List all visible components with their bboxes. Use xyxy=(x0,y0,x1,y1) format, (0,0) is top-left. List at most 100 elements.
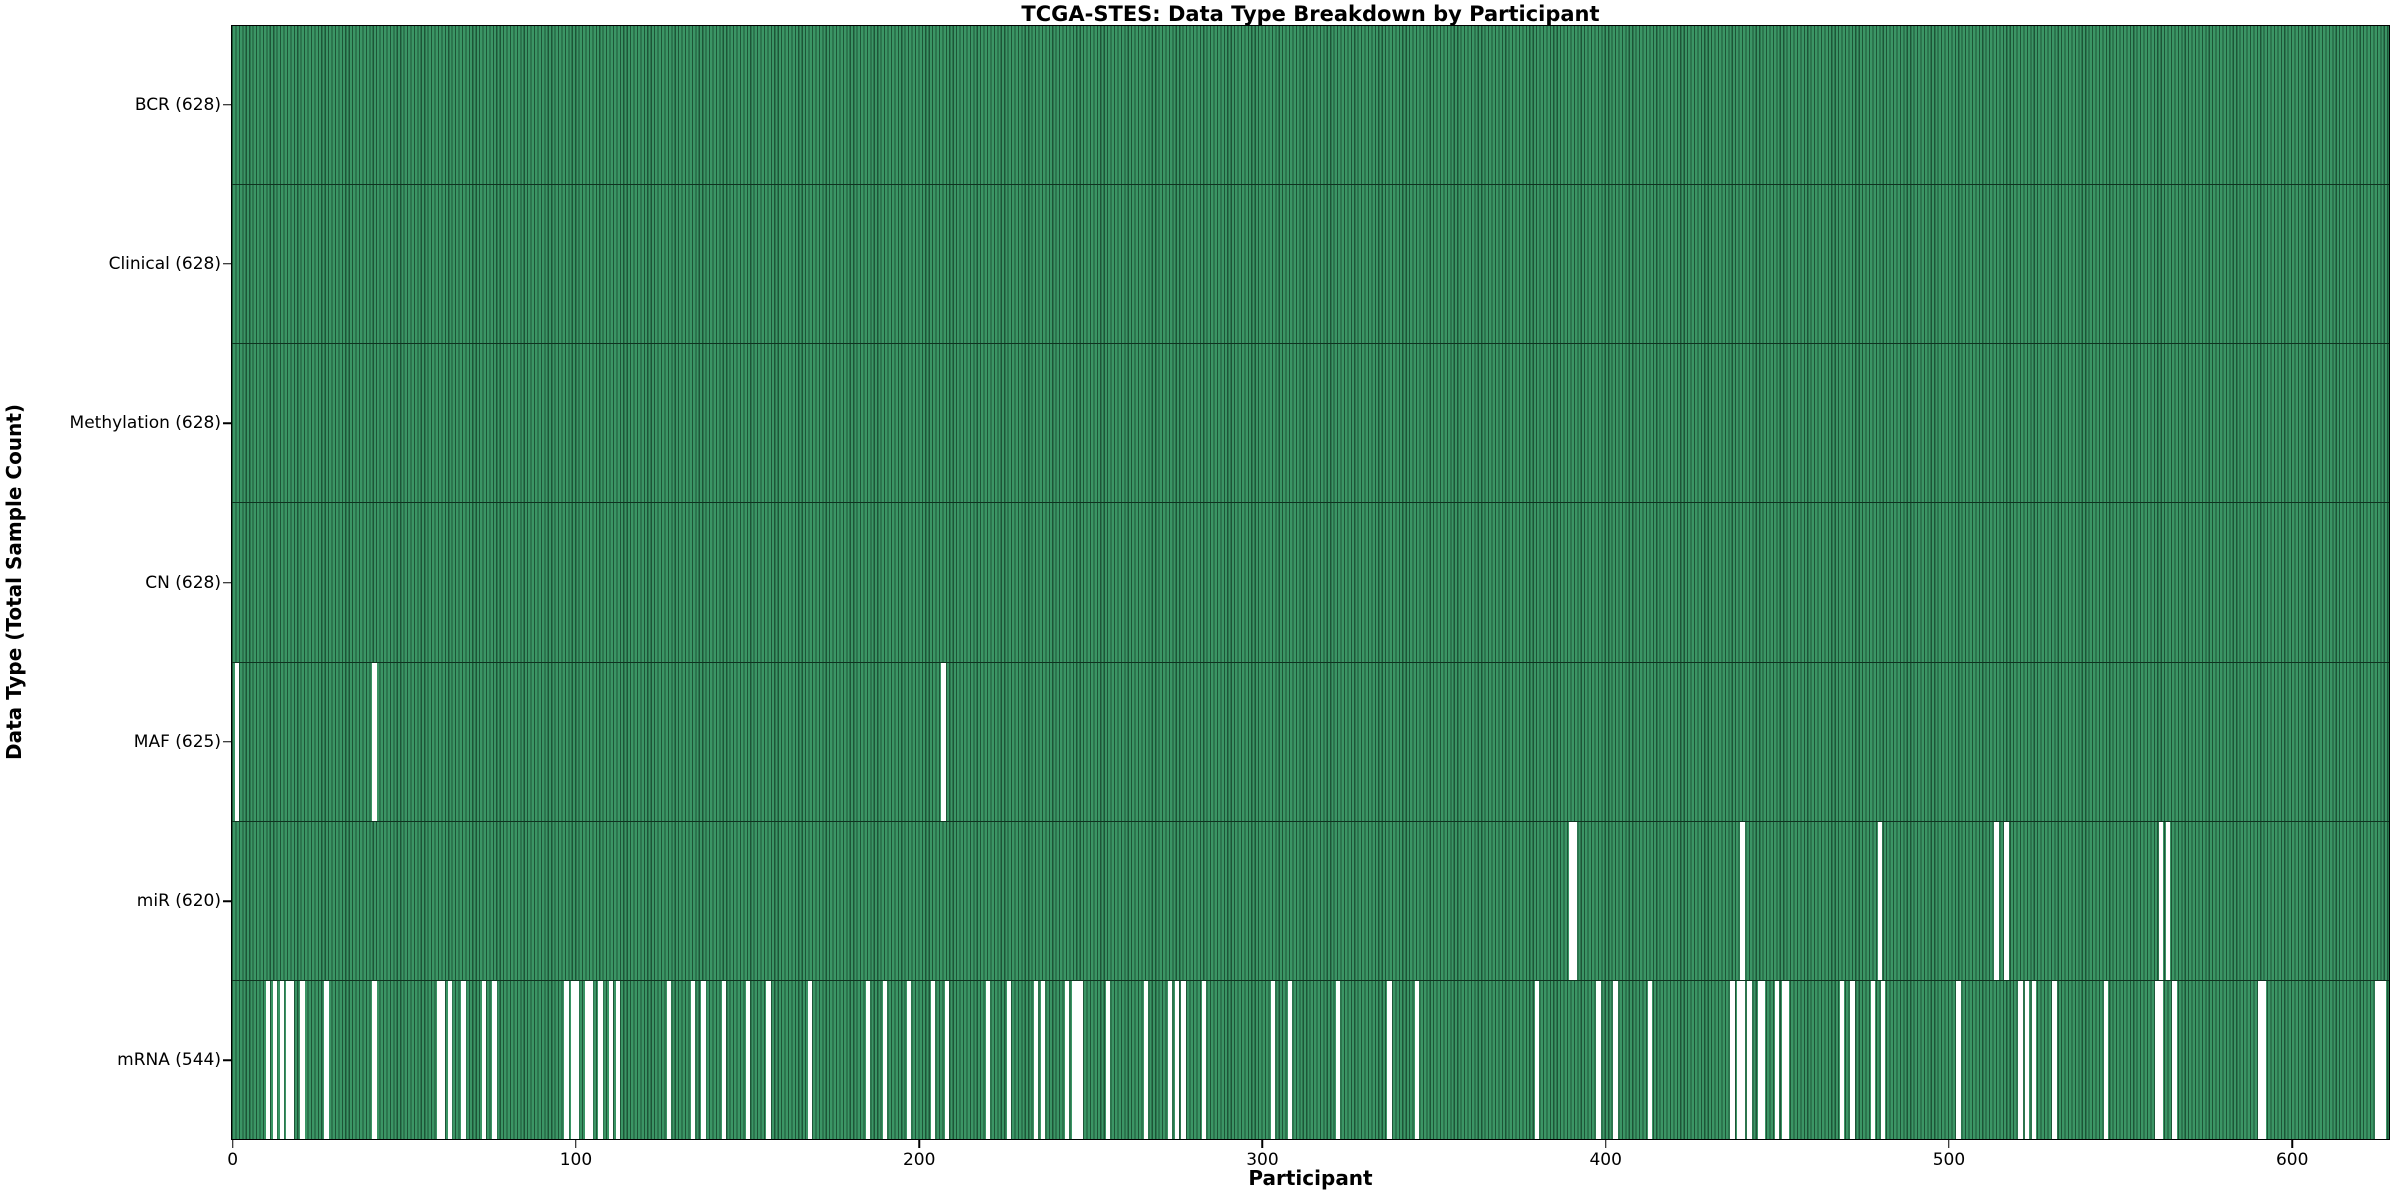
absent-gap xyxy=(907,980,912,1139)
absent-gap xyxy=(1956,980,1961,1139)
absent-gap xyxy=(300,980,305,1139)
absent-gap xyxy=(1078,980,1083,1139)
absent-gap xyxy=(2381,980,2387,1139)
absent-gap xyxy=(2165,821,2171,980)
absent-gap xyxy=(1781,980,1786,1139)
y-tick-label: BCR (628) xyxy=(134,94,221,115)
absent-gap xyxy=(745,980,751,1139)
absent-gap xyxy=(944,980,950,1139)
y-axis-label: Data Type (Total Sample Count) xyxy=(2,403,26,761)
absent-gap xyxy=(1167,980,1173,1139)
absent-gap xyxy=(564,980,569,1139)
absent-gap xyxy=(2158,821,2164,980)
absent-gap xyxy=(1075,980,1080,1139)
absent-gap xyxy=(440,980,446,1139)
absent-gap xyxy=(2374,980,2380,1139)
absent-gap xyxy=(1270,980,1275,1139)
absent-gap xyxy=(2018,980,2023,1139)
absent-gap xyxy=(1994,821,1999,980)
absent-gap xyxy=(2172,980,2177,1139)
absent-gap xyxy=(615,980,620,1139)
absent-gap xyxy=(691,980,696,1139)
absent-gap xyxy=(1287,980,1293,1139)
absent-gap xyxy=(1105,980,1111,1139)
absent-gap xyxy=(1774,980,1780,1139)
absent-gap xyxy=(574,980,579,1139)
absent-gap xyxy=(1760,980,1766,1139)
absent-gap xyxy=(372,662,377,821)
y-tick-label: mRNA (544) xyxy=(117,1050,221,1071)
absent-gap xyxy=(1870,980,1876,1139)
absent-gap xyxy=(289,980,295,1139)
x-axis-label: Participant xyxy=(1248,1166,1373,1190)
y-tick-mark xyxy=(223,741,231,743)
absent-gap xyxy=(1784,980,1790,1139)
heatmap-row-Methylation xyxy=(232,343,2389,503)
absent-gap xyxy=(286,980,291,1139)
absent-gap xyxy=(2052,980,2057,1139)
absent-gap xyxy=(1736,980,1742,1139)
absent-gap xyxy=(1143,980,1149,1139)
x-tick-mark xyxy=(918,1140,920,1148)
absent-gap xyxy=(1740,821,1745,980)
y-tick-label: Clinical (628) xyxy=(108,253,221,274)
heatmap-row-MAF xyxy=(232,661,2389,821)
absent-gap xyxy=(721,980,727,1139)
absent-gap xyxy=(570,980,576,1139)
y-tick-label: MAF (625) xyxy=(133,731,221,752)
absent-gap xyxy=(1596,980,1601,1139)
absent-gap xyxy=(608,980,614,1139)
x-tick-mark xyxy=(1261,1140,1264,1148)
absent-gap xyxy=(1877,821,1882,980)
absent-gap xyxy=(588,980,593,1139)
x-tick-mark xyxy=(1604,1140,1607,1148)
absent-gap xyxy=(1414,980,1419,1139)
absent-gap xyxy=(1033,980,1039,1139)
heatmap-rows xyxy=(232,26,2389,1139)
absent-gap xyxy=(1747,980,1752,1139)
absent-gap xyxy=(598,980,603,1139)
absent-gap xyxy=(1335,980,1341,1139)
y-tick-label: CN (628) xyxy=(145,572,221,593)
absent-gap xyxy=(324,980,329,1139)
absent-gap xyxy=(1201,980,1207,1139)
absent-gap xyxy=(1850,980,1855,1139)
absent-gap xyxy=(2155,980,2160,1139)
absent-gap xyxy=(461,980,466,1139)
y-tick-mark xyxy=(223,422,231,424)
absent-gap xyxy=(1730,980,1735,1139)
absent-gap xyxy=(1006,980,1011,1139)
absent-gap xyxy=(1880,980,1886,1139)
absent-gap xyxy=(1572,821,1577,980)
absent-gap xyxy=(279,980,284,1139)
heatmap-row-miR xyxy=(232,820,2389,980)
heatmap-row-mRNA xyxy=(232,979,2389,1139)
x-tick-mark xyxy=(575,1140,577,1148)
y-tick-mark xyxy=(223,1059,231,1062)
x-tick-label: 0 xyxy=(227,1150,239,1170)
absent-gap xyxy=(1071,980,1077,1139)
y-tick-mark xyxy=(223,103,231,106)
absent-gap xyxy=(481,980,487,1139)
absent-gap xyxy=(1757,980,1762,1139)
absent-gap xyxy=(883,980,888,1139)
absent-gap xyxy=(1740,980,1745,1139)
absent-gap xyxy=(437,980,442,1139)
absent-gap xyxy=(2258,980,2263,1139)
y-tick-mark xyxy=(223,900,231,902)
absent-gap xyxy=(2378,980,2383,1139)
absent-gap xyxy=(1040,980,1046,1139)
absent-gap xyxy=(1064,980,1070,1139)
absent-gap xyxy=(1839,980,1845,1139)
absent-gap xyxy=(2031,980,2037,1139)
absent-gap xyxy=(1647,980,1653,1139)
x-tick-label: 300 xyxy=(1246,1150,1279,1170)
heatmap-row-BCR xyxy=(232,26,2389,185)
absent-gap xyxy=(2158,980,2164,1139)
y-tick-label: Methylation (628) xyxy=(69,413,221,434)
absent-gap xyxy=(492,980,497,1139)
absent-gap xyxy=(584,980,590,1139)
absent-gap xyxy=(1181,980,1186,1139)
absent-gap xyxy=(1613,980,1618,1139)
